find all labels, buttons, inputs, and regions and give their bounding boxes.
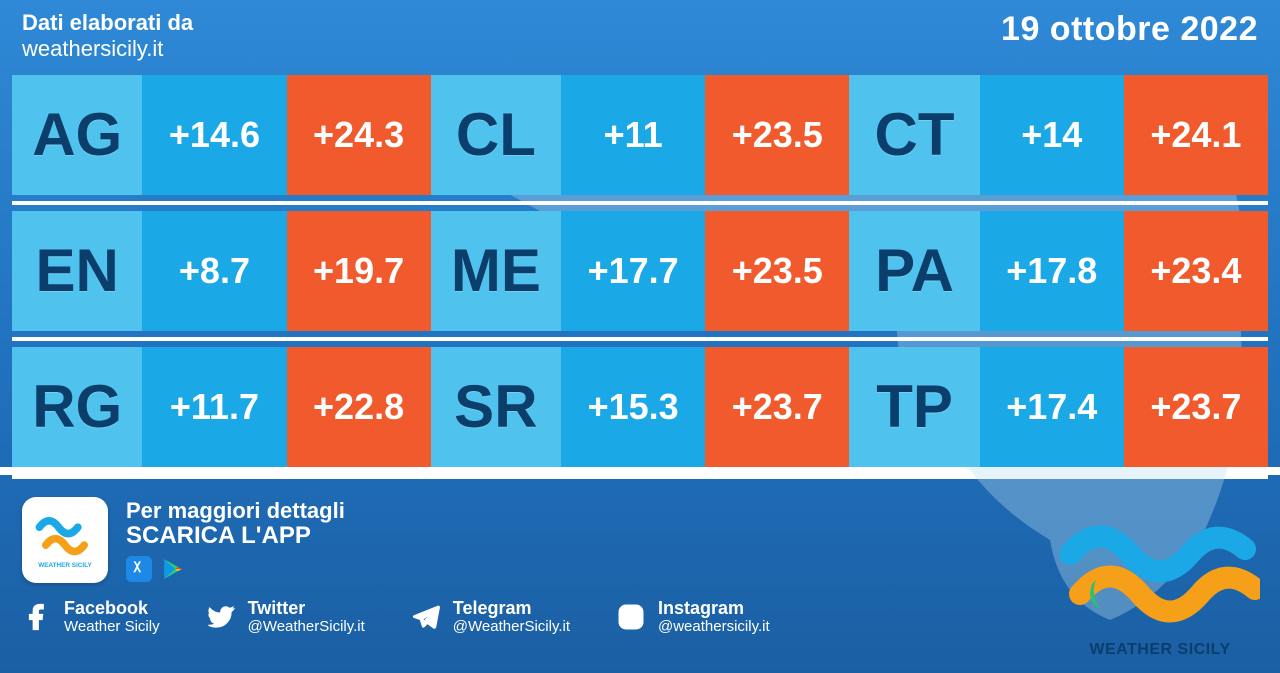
max-temp: +22.8 — [287, 347, 431, 467]
temperature-grid: AG+14.6+24.3CL+11+23.5CT+14+24.1EN+8.7+1… — [12, 75, 1268, 467]
twitter-link[interactable]: Twitter @WeatherSicily.it — [206, 599, 365, 635]
province-code: EN — [12, 211, 142, 331]
province-group: CL+11+23.5 — [431, 75, 850, 195]
instagram-link[interactable]: Instagram @weathersicily.it — [616, 599, 770, 635]
attribution-line: Dati elaborati da — [22, 10, 193, 36]
min-temp: +17.4 — [980, 347, 1124, 467]
twitter-icon — [206, 602, 236, 632]
playstore-icon[interactable] — [160, 556, 186, 582]
max-temp: +23.4 — [1124, 211, 1268, 331]
facebook-label: Facebook — [64, 599, 160, 618]
min-temp: +15.3 — [561, 347, 705, 467]
min-temp: +11 — [561, 75, 705, 195]
province-code: CL — [431, 75, 561, 195]
store-icons — [126, 556, 345, 582]
province-group: CT+14+24.1 — [849, 75, 1268, 195]
table-row: EN+8.7+19.7ME+17.7+23.5PA+17.8+23.4 — [12, 211, 1268, 331]
promo-line1: Per maggiori dettagli — [126, 498, 345, 524]
table-row: RG+11.7+22.8SR+15.3+23.7TP+17.4+23.7 — [12, 347, 1268, 467]
brand-logo-tag: WEATHER SICILY — [1060, 641, 1260, 659]
province-code: TP — [849, 347, 979, 467]
max-temp: +23.5 — [705, 211, 849, 331]
brand-logo: WEATHER SICILY — [1060, 514, 1260, 659]
header: Dati elaborati da weathersicily.it 19 ot… — [0, 0, 1280, 67]
max-temp: +19.7 — [287, 211, 431, 331]
twitter-handle: @WeatherSicily.it — [248, 618, 365, 635]
facebook-link[interactable]: Facebook Weather Sicily — [22, 599, 160, 635]
province-code: AG — [12, 75, 142, 195]
province-group: ME+17.7+23.5 — [431, 211, 850, 331]
telegram-label: Telegram — [453, 599, 570, 618]
province-code: ME — [431, 211, 561, 331]
svg-text:WEATHER SICILY: WEATHER SICILY — [38, 562, 92, 569]
app-promo-text: Per maggiori dettagli SCARICA L'APP — [126, 498, 345, 582]
row-divider — [12, 337, 1268, 341]
telegram-link[interactable]: Telegram @WeatherSicily.it — [411, 599, 570, 635]
telegram-handle: @WeatherSicily.it — [453, 618, 570, 635]
province-group: AG+14.6+24.3 — [12, 75, 431, 195]
min-temp: +14.6 — [142, 75, 286, 195]
province-code: SR — [431, 347, 561, 467]
facebook-icon — [22, 602, 52, 632]
province-group: EN+8.7+19.7 — [12, 211, 431, 331]
province-code: RG — [12, 347, 142, 467]
promo-line2: SCARICA L'APP — [126, 522, 345, 550]
ws-app-icon: WEATHER SICILY — [22, 497, 108, 583]
province-group: SR+15.3+23.7 — [431, 347, 850, 467]
province-group: TP+17.4+23.7 — [849, 347, 1268, 467]
instagram-label: Instagram — [658, 599, 770, 618]
min-temp: +17.8 — [980, 211, 1124, 331]
min-temp: +11.7 — [142, 347, 286, 467]
max-temp: +24.3 — [287, 75, 431, 195]
province-group: PA+17.8+23.4 — [849, 211, 1268, 331]
row-divider — [12, 201, 1268, 205]
appstore-icon[interactable] — [126, 556, 152, 582]
instagram-handle: @weathersicily.it — [658, 618, 770, 635]
attribution: Dati elaborati da weathersicily.it — [22, 10, 193, 63]
province-code: PA — [849, 211, 979, 331]
province-code: CT — [849, 75, 979, 195]
attribution-site: weathersicily.it — [22, 36, 193, 62]
min-temp: +8.7 — [142, 211, 286, 331]
twitter-label: Twitter — [248, 599, 365, 618]
min-temp: +17.7 — [561, 211, 705, 331]
table-row: AG+14.6+24.3CL+11+23.5CT+14+24.1 — [12, 75, 1268, 195]
province-group: RG+11.7+22.8 — [12, 347, 431, 467]
instagram-icon — [616, 602, 646, 632]
facebook-handle: Weather Sicily — [64, 618, 160, 635]
telegram-icon — [411, 602, 441, 632]
max-temp: +23.7 — [1124, 347, 1268, 467]
min-temp: +14 — [980, 75, 1124, 195]
max-temp: +24.1 — [1124, 75, 1268, 195]
date: 19 ottobre 2022 — [1001, 10, 1258, 49]
max-temp: +23.7 — [705, 347, 849, 467]
max-temp: +23.5 — [705, 75, 849, 195]
